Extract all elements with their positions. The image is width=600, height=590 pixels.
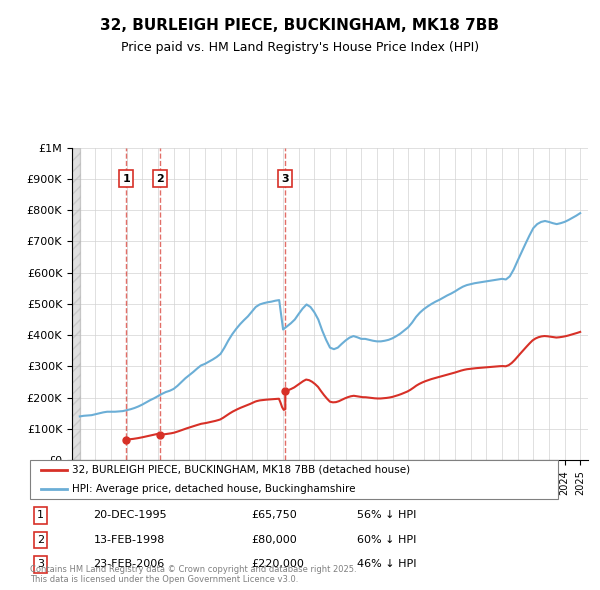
- Text: £65,750: £65,750: [252, 510, 298, 520]
- Text: £220,000: £220,000: [252, 559, 305, 569]
- Text: £80,000: £80,000: [252, 535, 298, 545]
- Text: Contains HM Land Registry data © Crown copyright and database right 2025.
This d: Contains HM Land Registry data © Crown c…: [30, 565, 356, 584]
- Text: 60% ↓ HPI: 60% ↓ HPI: [358, 535, 417, 545]
- Text: HPI: Average price, detached house, Buckinghamshire: HPI: Average price, detached house, Buck…: [72, 484, 356, 494]
- Text: 13-FEB-1998: 13-FEB-1998: [94, 535, 165, 545]
- Text: Price paid vs. HM Land Registry's House Price Index (HPI): Price paid vs. HM Land Registry's House …: [121, 41, 479, 54]
- Bar: [55, 148, 80, 460]
- Text: 3: 3: [37, 559, 44, 569]
- Text: 32, BURLEIGH PIECE, BUCKINGHAM, MK18 7BB: 32, BURLEIGH PIECE, BUCKINGHAM, MK18 7BB: [101, 18, 499, 32]
- Text: 46% ↓ HPI: 46% ↓ HPI: [358, 559, 417, 569]
- Text: 23-FEB-2006: 23-FEB-2006: [94, 559, 164, 569]
- Bar: [72, 148, 80, 460]
- Text: 2: 2: [37, 535, 44, 545]
- Text: 1: 1: [37, 510, 44, 520]
- Text: 1: 1: [122, 174, 130, 183]
- Text: 2: 2: [156, 174, 164, 183]
- FancyBboxPatch shape: [30, 460, 558, 499]
- Text: 20-DEC-1995: 20-DEC-1995: [94, 510, 167, 520]
- Text: 3: 3: [281, 174, 289, 183]
- Text: 32, BURLEIGH PIECE, BUCKINGHAM, MK18 7BB (detached house): 32, BURLEIGH PIECE, BUCKINGHAM, MK18 7BB…: [72, 465, 410, 475]
- Text: 56% ↓ HPI: 56% ↓ HPI: [358, 510, 417, 520]
